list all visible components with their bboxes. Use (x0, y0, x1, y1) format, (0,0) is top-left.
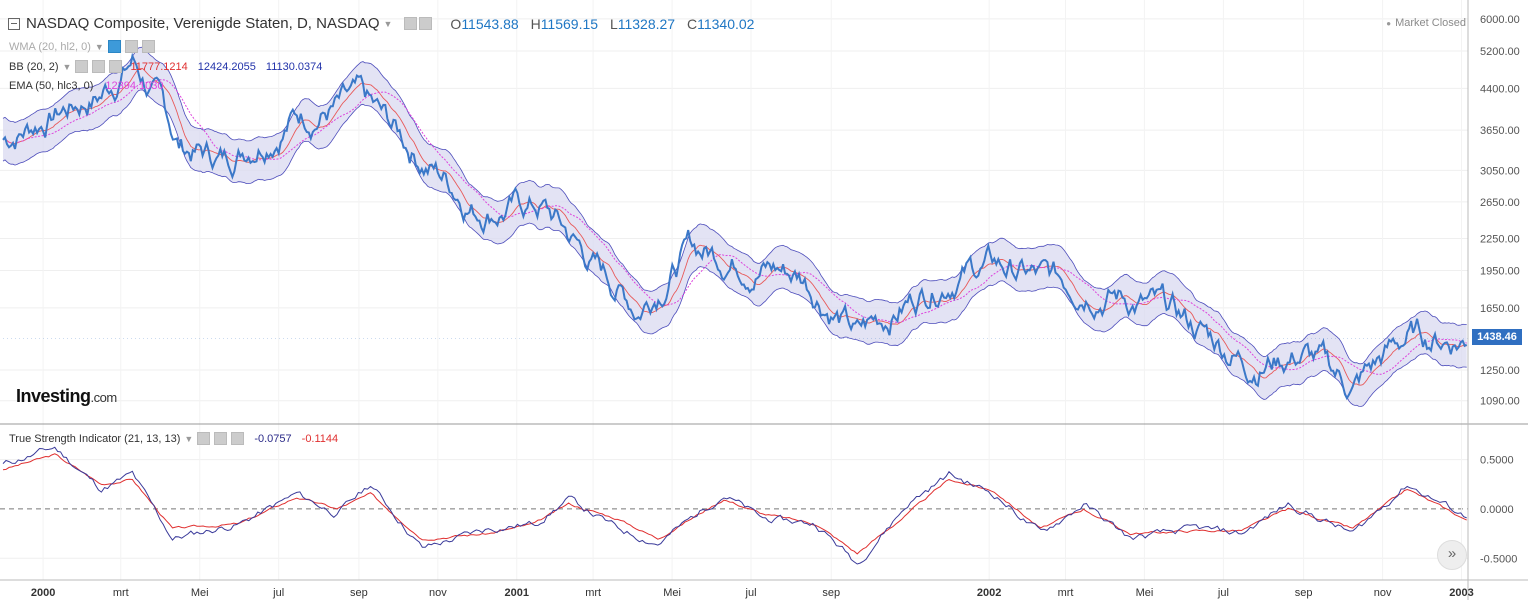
x-tick-label: jul (745, 587, 757, 599)
x-tick-label: Mei (1136, 587, 1154, 599)
bb-band (3, 47, 1467, 407)
ema-value: 12394.1030 (105, 80, 164, 92)
chevron-down-icon[interactable]: ▼ (184, 433, 194, 444)
indicator-tsi[interactable]: True Strength Indicator (21, 13, 13) ▼ -… (9, 432, 338, 445)
y-tick-label: 6000.00 (1480, 14, 1520, 26)
indicator-ema[interactable]: EMA (50, hlc3, 0) 12394.1030 (9, 80, 164, 92)
close-icon[interactable] (231, 432, 245, 445)
chevron-down-icon[interactable]: ▼ (62, 61, 72, 72)
low-key: L (609, 15, 618, 32)
low-value: 11328.27 (617, 15, 676, 32)
tsi-line (2, 446, 1467, 565)
close-value: 11340.02 (697, 15, 755, 32)
y-tick-label: 2650.00 (1480, 197, 1520, 209)
indicator-wma-name: WMA (20, hl2, 0) (9, 40, 91, 53)
open-key: O (450, 15, 462, 32)
settings-icon[interactable] (92, 60, 106, 73)
indicator-bb[interactable]: BB (20, 2) ▼ 11777.1214 12424.2055 11130… (9, 60, 322, 73)
x-tick-label: mrt (585, 587, 601, 599)
tsi-signal-line (2, 453, 1467, 555)
close-icon[interactable] (109, 60, 123, 73)
bb-lower-line (2, 89, 1467, 407)
high-value: 11569.15 (540, 15, 599, 32)
more-icon[interactable] (419, 17, 433, 30)
series-controls (404, 17, 433, 30)
tsi-plot[interactable] (2, 446, 1467, 565)
settings-icon[interactable] (124, 40, 138, 53)
x-tick-label: Mei (663, 587, 681, 599)
x-tick-label: nov (429, 587, 447, 599)
tsi-signal-value: -0.1144 (301, 432, 339, 445)
bb-middle-line (2, 68, 1467, 386)
bb-upper-value: 12424.2055 (197, 60, 256, 73)
y-tick-label: 1250.00 (1480, 365, 1520, 377)
x-tick-label: mrt (113, 587, 129, 599)
price-plot[interactable] (2, 46, 1468, 407)
y-tick-label: 3050.00 (1480, 165, 1520, 177)
y-tick-label: 4400.00 (1480, 83, 1520, 95)
x-tick-label: 2001 (505, 587, 529, 599)
x-tick-label: jul (1217, 587, 1229, 599)
y-tick-label: 1950.00 (1480, 266, 1520, 278)
grid (0, 0, 1468, 580)
y-tick-label: 1090.00 (1480, 396, 1520, 408)
y-tick-label: 2250.00 (1480, 233, 1520, 245)
bb-upper-line (2, 46, 1467, 365)
indicator-wma[interactable]: WMA (20, hl2, 0) ▼ (9, 40, 155, 53)
bb-middle-value: 11777.1214 (130, 60, 188, 73)
last-price-label: 1438.46 (1472, 329, 1522, 345)
x-tick-label: nov (1374, 587, 1392, 599)
visibility-icon[interactable] (197, 432, 211, 445)
visibility-icon[interactable] (75, 60, 89, 73)
market-status: Market Closed (1386, 17, 1466, 29)
bb-lower-value: 11130.0374 (265, 60, 323, 73)
y-tick-label: 3650.00 (1480, 125, 1520, 137)
investing-logo: Investing.com (16, 386, 117, 407)
logo-main: Investing (16, 386, 91, 406)
high-key: H (530, 15, 541, 32)
chevron-down-icon[interactable]: ▼ (94, 41, 104, 52)
ema-line (2, 79, 1467, 375)
open-value: 11543.88 (461, 15, 519, 32)
y-tick-label: 5200.00 (1480, 46, 1520, 58)
ohlc-readout: O11543.88 H11569.15 L11328.27 C11340.02 (442, 16, 754, 32)
indicator-ema-name: EMA (50, hlc3, 0) (9, 80, 94, 92)
tsi-y-tick-label: 0.0000 (1480, 504, 1514, 516)
chevron-down-icon[interactable]: ▼ (383, 18, 393, 29)
x-tick-label: Mei (191, 587, 209, 599)
chart-title: NASDAQ Composite, Verenigde Staten, D, N… (26, 15, 380, 32)
x-tick-label: 2003 (1449, 587, 1473, 599)
price-line (2, 52, 1468, 401)
y-tick-label: 1650.00 (1480, 303, 1520, 315)
chart-header: NASDAQ Composite, Verenigde Staten, D, N… (8, 15, 754, 32)
x-tick-label: mrt (1058, 587, 1074, 599)
settings-icon[interactable] (214, 432, 228, 445)
scroll-right-button[interactable]: » (1437, 540, 1467, 570)
visibility-icon[interactable] (107, 40, 121, 53)
collapse-icon[interactable] (8, 17, 20, 30)
x-tick-label: sep (822, 587, 840, 599)
close-key: C (686, 15, 698, 32)
tsi-value: -0.0757 (254, 432, 292, 445)
x-tick-label: sep (350, 587, 368, 599)
x-tick-label: jul (272, 587, 284, 599)
settings-icon[interactable] (404, 17, 418, 30)
logo-suffix: .com (90, 390, 118, 405)
indicator-tsi-name: True Strength Indicator (21, 13, 13) (9, 432, 181, 445)
tsi-y-tick-label: -0.5000 (1480, 553, 1517, 565)
close-icon[interactable] (141, 40, 155, 53)
x-tick-label: 2002 (977, 587, 1001, 599)
x-tick-label: 2000 (31, 587, 55, 599)
indicator-bb-name: BB (20, 2) (9, 60, 59, 73)
x-tick-label: sep (1295, 587, 1313, 599)
tsi-y-tick-label: 0.5000 (1480, 455, 1514, 467)
